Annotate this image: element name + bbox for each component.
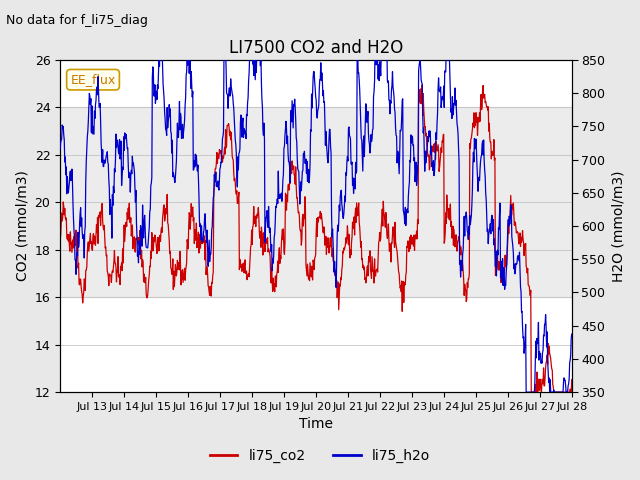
Text: No data for f_li75_diag: No data for f_li75_diag [6,14,148,27]
Title: LI7500 CO2 and H2O: LI7500 CO2 and H2O [229,39,403,57]
Legend: li75_co2, li75_h2o: li75_co2, li75_h2o [204,443,436,468]
Text: EE_flux: EE_flux [70,73,116,86]
Y-axis label: CO2 (mmol/m3): CO2 (mmol/m3) [15,170,29,281]
X-axis label: Time: Time [299,418,333,432]
Y-axis label: H2O (mmol/m3): H2O (mmol/m3) [611,170,625,282]
Bar [60,108,572,297]
